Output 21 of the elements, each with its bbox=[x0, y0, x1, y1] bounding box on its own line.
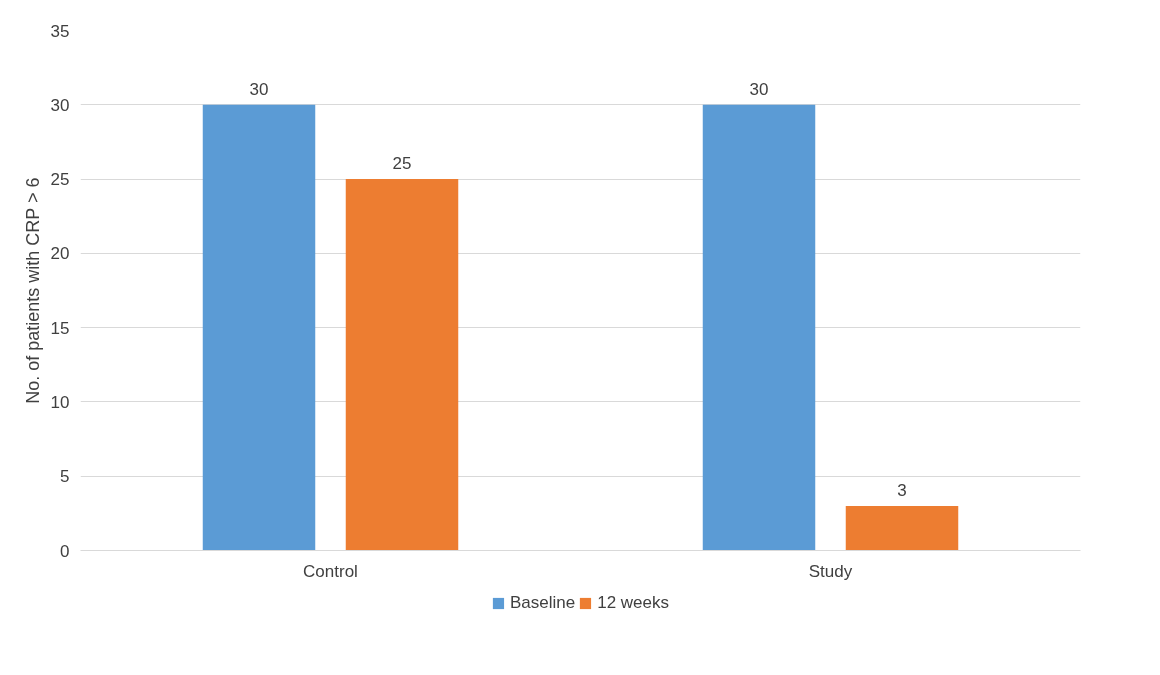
bar bbox=[702, 104, 816, 551]
legend-label: 12 weeks bbox=[597, 593, 670, 613]
data-label: 30 bbox=[249, 79, 269, 99]
y-tick-label: 5 bbox=[60, 467, 70, 487]
bar bbox=[345, 179, 459, 551]
data-label: 25 bbox=[392, 154, 412, 174]
data-label: 3 bbox=[897, 480, 907, 500]
bar bbox=[845, 505, 959, 551]
x-tick-label: Control bbox=[303, 561, 358, 581]
y-tick-label: 0 bbox=[60, 541, 70, 561]
y-tick-label: 10 bbox=[50, 392, 70, 412]
y-tick-label: 35 bbox=[50, 21, 70, 41]
y-tick-label: 30 bbox=[50, 95, 70, 115]
y-tick-label: 20 bbox=[50, 244, 70, 264]
y-tick-label: 15 bbox=[50, 318, 70, 338]
legend-label: Baseline bbox=[509, 593, 576, 613]
bar bbox=[202, 104, 316, 551]
x-tick-label: Study bbox=[808, 561, 853, 581]
y-axis-title: No. of patients with CRP > 6 bbox=[22, 177, 43, 404]
y-tick-label: 25 bbox=[50, 170, 70, 190]
data-label: 30 bbox=[749, 79, 769, 99]
